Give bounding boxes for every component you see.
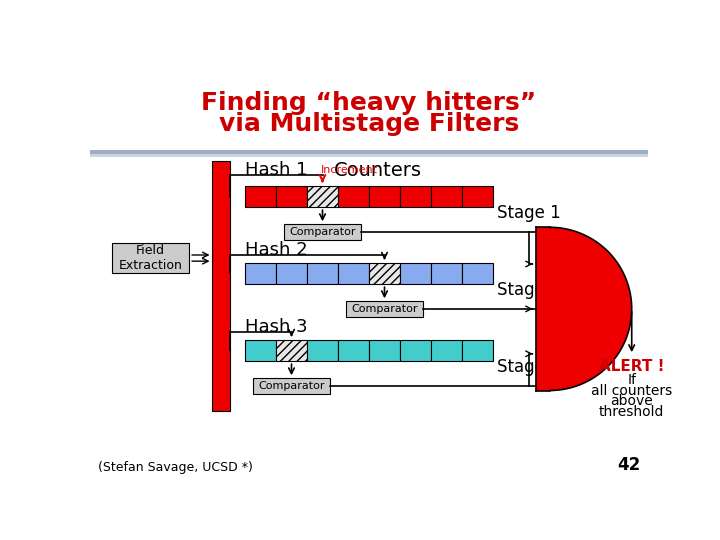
Bar: [431, 262, 462, 284]
Bar: [307, 262, 338, 284]
Bar: [338, 186, 369, 207]
Bar: [276, 262, 307, 284]
Bar: [462, 262, 493, 284]
Bar: [284, 224, 361, 240]
Bar: [400, 340, 431, 361]
Wedge shape: [549, 227, 631, 390]
Bar: [462, 340, 493, 361]
Text: ALERT !: ALERT !: [599, 359, 665, 374]
Bar: [90, 150, 648, 154]
Bar: [276, 340, 307, 361]
Text: Stage 1: Stage 1: [497, 204, 561, 221]
Bar: [369, 262, 400, 284]
Bar: [462, 186, 493, 207]
Text: threshold: threshold: [599, 405, 665, 419]
Text: Comparator: Comparator: [289, 227, 356, 237]
Bar: [346, 301, 423, 316]
Text: Increment: Increment: [321, 165, 378, 176]
Bar: [90, 157, 648, 481]
Text: (Stefan Savage, UCSD *): (Stefan Savage, UCSD *): [98, 462, 253, 475]
Text: Stage 2: Stage 2: [497, 281, 561, 299]
Bar: [245, 262, 276, 284]
Text: Comparator: Comparator: [351, 304, 418, 314]
Bar: [400, 186, 431, 207]
Bar: [90, 154, 648, 157]
Text: Counters: Counters: [334, 161, 422, 180]
Bar: [276, 186, 307, 207]
Bar: [245, 340, 276, 361]
Bar: [112, 244, 189, 273]
Bar: [245, 186, 276, 207]
Bar: [212, 161, 230, 411]
Bar: [90, 65, 648, 150]
Bar: [400, 262, 431, 284]
Bar: [338, 340, 369, 361]
Text: Field
Extraction: Field Extraction: [119, 244, 182, 272]
Bar: [369, 340, 400, 361]
Bar: [369, 186, 400, 207]
Bar: [431, 340, 462, 361]
Text: Stage 3: Stage 3: [497, 357, 561, 376]
Bar: [431, 186, 462, 207]
Bar: [307, 340, 338, 361]
Text: via Multistage Filters: via Multistage Filters: [219, 112, 519, 136]
Text: Hash 3: Hash 3: [245, 319, 307, 336]
Text: 42: 42: [617, 456, 640, 475]
Text: Comparator: Comparator: [258, 381, 325, 391]
Text: above: above: [611, 394, 653, 408]
Text: Hash 2: Hash 2: [245, 241, 307, 259]
Text: Hash 1: Hash 1: [245, 161, 307, 179]
Bar: [253, 378, 330, 394]
Bar: [307, 186, 338, 207]
Text: If: If: [627, 373, 636, 387]
Bar: [338, 262, 369, 284]
Text: all counters: all counters: [591, 383, 672, 397]
Text: Finding “heavy hitters”: Finding “heavy hitters”: [202, 91, 536, 114]
Bar: [536, 227, 549, 390]
